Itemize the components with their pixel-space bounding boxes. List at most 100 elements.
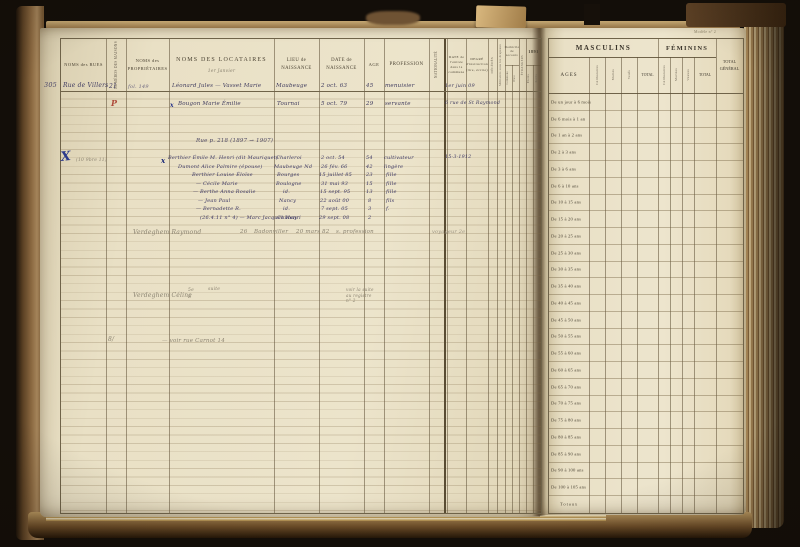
age-bracket-label: De 75 à 80 ans (551, 417, 582, 423)
rotated-label: NATIONALITÉ (434, 51, 439, 79)
ledger-ruling (61, 91, 541, 513)
age-bracket-row: De 45 à 50 ans (549, 312, 743, 329)
column-line (384, 39, 385, 513)
rotated-label: Célibataires (595, 65, 599, 85)
age-bracket-label: De 15 à 20 ans (551, 216, 582, 222)
age-bracket-row: De 25 à 30 ans (549, 245, 743, 262)
rotated-label: Entrés (527, 73, 531, 83)
masculins-header: MASCULINS (575, 44, 632, 52)
age-bracket-label: De 6 à 10 ans (551, 183, 579, 189)
col-header-lieu-naissance: LIEU de NAISSANCE (281, 57, 312, 71)
age-bracket-row: De 2 à 3 ans (549, 144, 743, 161)
rotated-label: Date (513, 74, 517, 82)
age-bracket-label: De 10 à 15 ans (551, 199, 582, 205)
age-bracket-label: De 1 an à 2 ans (551, 132, 583, 138)
age-bracket-row: De 70 à 75 ans (549, 396, 743, 413)
col-header-degre-instruction: DEGRÉ d'instruction (lire, écrire) (466, 57, 489, 72)
age-bracket-row: De 6 à 10 ans (549, 178, 743, 195)
group-header-annee: 1891 (528, 49, 539, 55)
col-header-age: AGE (368, 62, 380, 68)
age-bracket-label: De 100 à 105 ans (551, 484, 587, 490)
age-bracket-row: De 15 à 20 ans (549, 211, 743, 228)
age-bracket-row: De 90 à 100 ans (549, 463, 743, 480)
column-line (497, 39, 498, 513)
subcol-dom-date: Date (512, 65, 519, 91)
age-bracket-label: De 35 à 40 ans (551, 283, 582, 289)
rotated-label: Veufs (627, 70, 631, 80)
total-feminins-header: TOTAL (698, 73, 712, 77)
age-bracket-row: De 10 à 15 ans (549, 195, 743, 212)
age-bracket-row: De 100 à 105 ans (549, 479, 743, 496)
rotated-label: Mariés (611, 69, 615, 81)
column-line (466, 39, 467, 513)
age-bracket-row: De 6 mois à 1 an (549, 111, 743, 128)
age-bracket-row: De 55 à 60 ans (549, 345, 743, 362)
age-bracket-row: De 65 à 70 ans (549, 379, 743, 396)
age-bracket-label: De 6 mois à 1 an (551, 116, 586, 122)
age-bracket-label: De un jour à 6 mois (551, 99, 592, 105)
column-line (274, 39, 275, 513)
age-bracket-row: De un jour à 6 mois (549, 94, 743, 111)
rotated-label: DÉCÉDÉS (489, 56, 494, 74)
masculins-status-columns: Célibataires Mariés Veufs (589, 57, 637, 93)
age-bracket-row: De 20 à 25 ans (549, 228, 743, 245)
total-masculins-header: TOTAL (641, 73, 654, 77)
rotated-label: Commune (506, 71, 510, 85)
header-bottom-line (61, 91, 541, 93)
column-line (447, 39, 448, 513)
feminins-header: FÉMININS (665, 44, 709, 52)
status-column: Mariées (670, 57, 682, 93)
age-bracket-label: De 90 à 100 ans (551, 467, 584, 473)
col-header-locataires: NOMS DES LOCATAIRES 1er Janvier (169, 39, 274, 91)
age-bracket-label: De 85 à 90 ans (551, 451, 582, 457)
col-header-proprietaires: NOMS des PROPRIÉTAIRES (127, 58, 168, 71)
age-recap-table: MASCULINS FÉMININS TOTAL GÉNÉRAL AGES TO… (548, 38, 744, 514)
subcolumn-line (512, 65, 513, 513)
age-bracket-label: De 55 à 60 ans (551, 350, 582, 356)
printer-reference: Modèle n° 2 (694, 30, 717, 34)
binding-shadow (366, 11, 420, 25)
status-column: Mariés (605, 57, 621, 93)
group-header-domicile-secours: Domicile de secours (504, 45, 520, 57)
bookmark-tab (475, 5, 527, 29)
rotated-label: Célibataires (662, 65, 666, 85)
population-register-table: NOMS des RUES NUMÉROS DES MAISONS NOMS d… (60, 38, 542, 514)
age-bracket-label: De 3 à 6 ans (551, 166, 577, 172)
binding-notch (584, 4, 600, 25)
age-bracket-label: De 80 à 85 ans (551, 434, 582, 440)
age-bracket-label: De 20 à 25 ans (551, 233, 582, 239)
age-bracket-row: De 40 à 45 ans (549, 295, 743, 312)
feminins-status-columns: Célibataires Mariées Veuves (658, 57, 694, 93)
age-bracket-label: De 30 à 35 ans (551, 266, 582, 272)
col-header-maisons: NUMÉROS DES MAISONS (106, 39, 126, 91)
col-header-date-naissance: DATE de NAISSANCE (326, 57, 357, 71)
column-line (169, 39, 170, 513)
status-column: Célibataires (658, 57, 670, 93)
age-bracket-row: De 85 à 90 ans (549, 446, 743, 463)
col-header-etrangers: ÉTRANGERS (519, 39, 526, 91)
age-bracket-label: De 65 à 70 ans (551, 384, 582, 390)
page-stack-right (744, 12, 784, 528)
rotated-label: Mariées (674, 68, 678, 82)
column-line (106, 39, 107, 513)
column-line (126, 39, 127, 513)
subcolumn-line (533, 65, 534, 513)
status-column: Veufs (621, 57, 637, 93)
column-line (505, 39, 506, 513)
col-header-date-entree: DATE de l'entrée dans la commune (448, 54, 465, 75)
section-divider-line (444, 39, 446, 513)
ages-header: AGES (560, 72, 578, 78)
age-bracket-row: Totaux (549, 496, 743, 512)
age-bracket-label: Totaux (560, 501, 579, 507)
column-line (519, 39, 520, 513)
rotated-label: NUMÉROS DES MAISONS (113, 40, 118, 90)
column-line (488, 39, 489, 513)
age-bracket-rows: De un jour à 6 mois De 6 mois à 1 an De … (549, 94, 743, 513)
rotated-label: Militaires sous les drapeaux (498, 44, 503, 86)
subcol-sortis: Sortis (533, 65, 541, 91)
age-bracket-row: De 35 à 40 ans (549, 278, 743, 295)
book-cover-corner (686, 3, 786, 27)
column-line (429, 39, 430, 513)
age-bracket-label: De 2 à 3 ans (551, 149, 577, 155)
